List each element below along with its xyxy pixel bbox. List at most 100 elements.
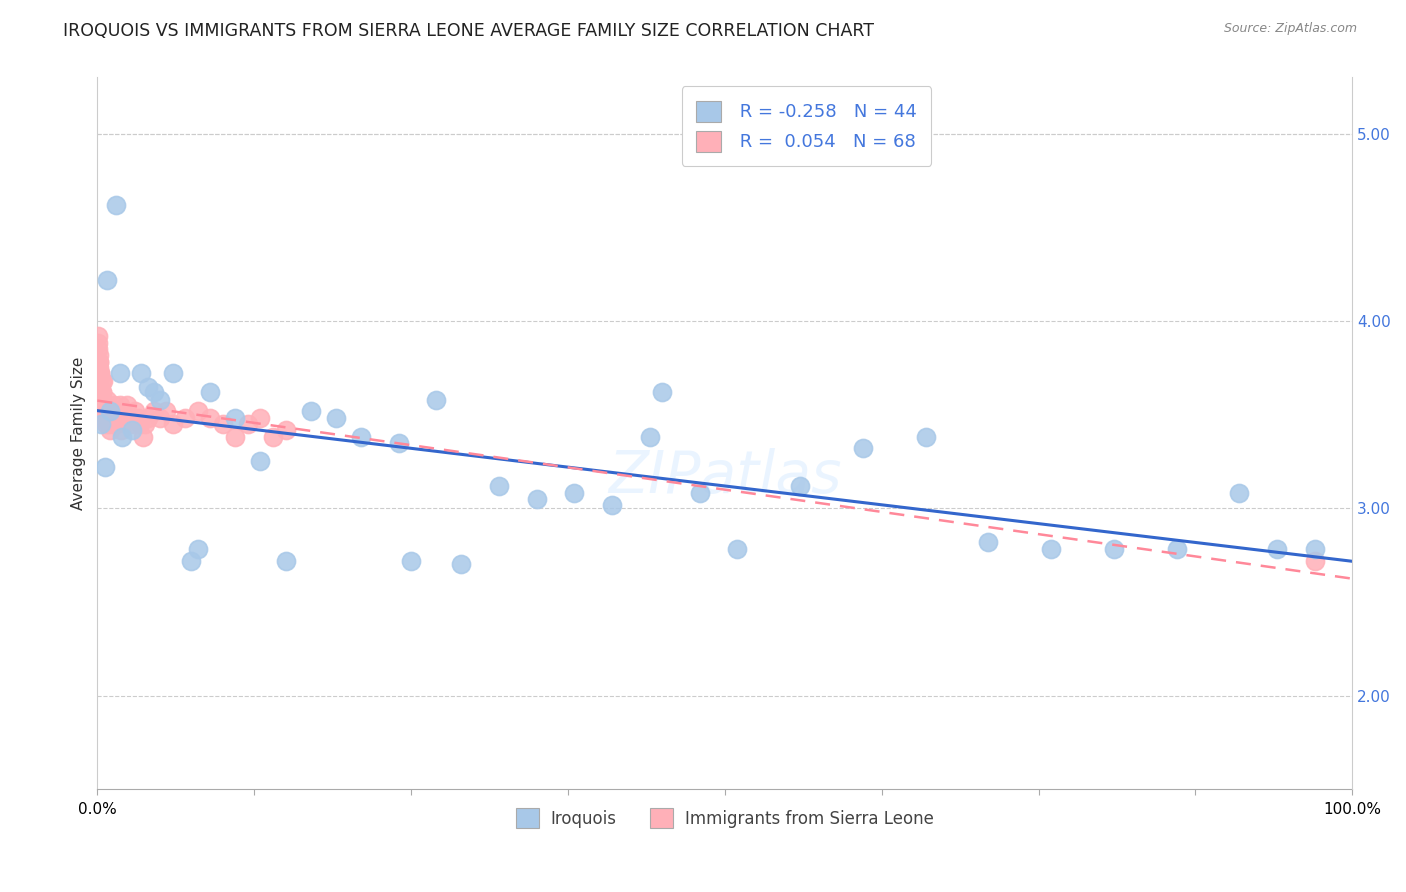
- Point: [98, 423, 121, 437]
- Point: [600, 498, 623, 512]
- Point: [249, 411, 271, 425]
- Point: [89, 379, 111, 393]
- Point: [93, 411, 115, 425]
- Point: [91, 392, 114, 407]
- Point: [399, 554, 422, 568]
- Point: [93, 398, 115, 412]
- Point: [200, 411, 222, 425]
- Point: [134, 417, 156, 431]
- Point: [136, 379, 159, 393]
- Point: [87, 329, 110, 343]
- Point: [105, 417, 128, 431]
- Point: [129, 367, 152, 381]
- Point: [107, 404, 129, 418]
- Point: [121, 417, 143, 431]
- Text: ZIPatlas: ZIPatlas: [607, 448, 842, 505]
- Point: [149, 392, 172, 407]
- Point: [852, 442, 875, 456]
- Point: [118, 411, 141, 425]
- Point: [108, 398, 131, 412]
- Point: [111, 411, 134, 425]
- Point: [114, 404, 136, 418]
- Point: [274, 423, 297, 437]
- Point: [101, 411, 124, 425]
- Point: [224, 430, 246, 444]
- Point: [162, 417, 184, 431]
- Point: [174, 411, 197, 425]
- Text: IROQUOIS VS IMMIGRANTS FROM SIERRA LEONE AVERAGE FAMILY SIZE CORRELATION CHART: IROQUOIS VS IMMIGRANTS FROM SIERRA LEONE…: [63, 22, 875, 40]
- Point: [89, 367, 111, 381]
- Point: [111, 430, 134, 444]
- Point: [87, 348, 110, 362]
- Point: [325, 411, 347, 425]
- Point: [129, 417, 152, 431]
- Point: [87, 355, 110, 369]
- Point: [350, 430, 373, 444]
- Point: [127, 411, 149, 425]
- Point: [98, 404, 121, 418]
- Point: [89, 385, 111, 400]
- Point: [100, 404, 122, 418]
- Point: [236, 417, 259, 431]
- Point: [136, 411, 159, 425]
- Point: [651, 385, 673, 400]
- Point: [97, 411, 120, 425]
- Y-axis label: Average Family Size: Average Family Size: [72, 357, 86, 510]
- Point: [1303, 542, 1326, 557]
- Point: [562, 486, 585, 500]
- Point: [387, 435, 409, 450]
- Point: [124, 404, 146, 418]
- Point: [1040, 542, 1063, 557]
- Point: [121, 423, 143, 437]
- Point: [96, 392, 118, 407]
- Point: [200, 385, 222, 400]
- Point: [977, 535, 1000, 549]
- Point: [94, 460, 117, 475]
- Point: [1102, 542, 1125, 557]
- Point: [155, 404, 177, 418]
- Point: [89, 370, 111, 384]
- Point: [180, 554, 202, 568]
- Point: [90, 385, 112, 400]
- Point: [89, 360, 111, 375]
- Point: [97, 408, 120, 422]
- Point: [93, 404, 115, 418]
- Legend: Iroquois, Immigrants from Sierra Leone: Iroquois, Immigrants from Sierra Leone: [509, 802, 941, 834]
- Point: [211, 417, 233, 431]
- Point: [98, 417, 121, 431]
- Point: [104, 408, 127, 422]
- Text: Source: ZipAtlas.com: Source: ZipAtlas.com: [1223, 22, 1357, 36]
- Point: [110, 423, 132, 437]
- Point: [103, 398, 125, 412]
- Point: [274, 554, 297, 568]
- Point: [94, 417, 117, 431]
- Point: [224, 411, 246, 425]
- Point: [149, 411, 172, 425]
- Point: [131, 430, 153, 444]
- Point: [526, 491, 548, 506]
- Point: [91, 374, 114, 388]
- Point: [725, 542, 748, 557]
- Point: [187, 542, 209, 557]
- Point: [1166, 542, 1188, 557]
- Point: [96, 273, 118, 287]
- Point: [187, 404, 209, 418]
- Point: [90, 392, 112, 407]
- Point: [91, 374, 114, 388]
- Point: [142, 385, 165, 400]
- Point: [425, 392, 447, 407]
- Point: [87, 342, 110, 356]
- Point: [450, 558, 472, 572]
- Point: [94, 411, 117, 425]
- Point: [87, 336, 110, 351]
- Point: [91, 398, 114, 412]
- Point: [105, 198, 128, 212]
- Point: [108, 367, 131, 381]
- Point: [1265, 542, 1288, 557]
- Point: [91, 408, 114, 422]
- Point: [90, 385, 112, 400]
- Point: [94, 408, 117, 422]
- Point: [262, 430, 284, 444]
- Point: [87, 355, 110, 369]
- Point: [914, 430, 936, 444]
